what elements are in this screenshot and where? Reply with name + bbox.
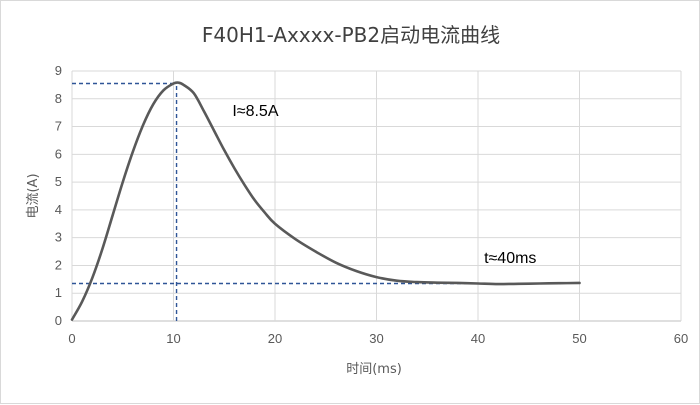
x-tick-label: 0	[68, 331, 75, 346]
y-tick-label: 2	[55, 257, 62, 272]
y-tick-label: 4	[55, 202, 62, 217]
annotation-label: I≈8.5A	[232, 103, 278, 120]
x-axis-title: 时间(ms)	[346, 362, 402, 377]
x-tick-label: 50	[572, 331, 586, 346]
reference-lines	[72, 82, 489, 321]
y-tick-label: 1	[55, 285, 62, 300]
annotations: I≈8.5A t≈40ms	[232, 103, 536, 267]
x-tick-label: 60	[674, 331, 688, 346]
y-tick-label: 6	[55, 146, 62, 161]
y-tick-label: 5	[55, 174, 62, 189]
series-group	[70, 81, 581, 321]
chart-title: F40H1-Axxxx-PB2启动电流曲线	[202, 23, 500, 47]
annotation-label: t≈40ms	[484, 250, 536, 267]
y-tick-label: 8	[55, 91, 62, 106]
x-tick-label: 10	[166, 331, 180, 346]
x-tick-label: 20	[268, 331, 282, 346]
y-tick-label: 0	[55, 313, 62, 328]
y-tick-label: 3	[55, 230, 62, 245]
y-tick-label: 7	[55, 119, 62, 134]
grid	[71, 70, 682, 322]
x-tick-label: 40	[471, 331, 485, 346]
x-tick-label: 30	[369, 331, 383, 346]
y-axis-title: 电流(A)	[26, 173, 41, 218]
tick-labels: 0 1 2 3 4 5 6 7 8 9 0 10 20 30 40 50 60	[55, 63, 688, 346]
series-line	[70, 81, 581, 321]
y-tick-label: 9	[55, 63, 62, 78]
